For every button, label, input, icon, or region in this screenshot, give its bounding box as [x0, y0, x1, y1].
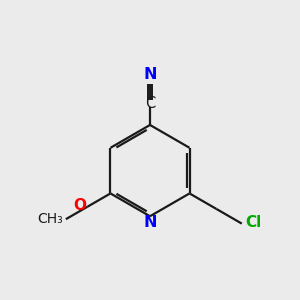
Text: N: N	[143, 67, 157, 82]
Text: CH₃: CH₃	[37, 212, 63, 226]
Text: N: N	[143, 215, 157, 230]
Text: Cl: Cl	[245, 214, 262, 230]
Text: C: C	[145, 96, 155, 111]
Text: O: O	[73, 198, 86, 213]
